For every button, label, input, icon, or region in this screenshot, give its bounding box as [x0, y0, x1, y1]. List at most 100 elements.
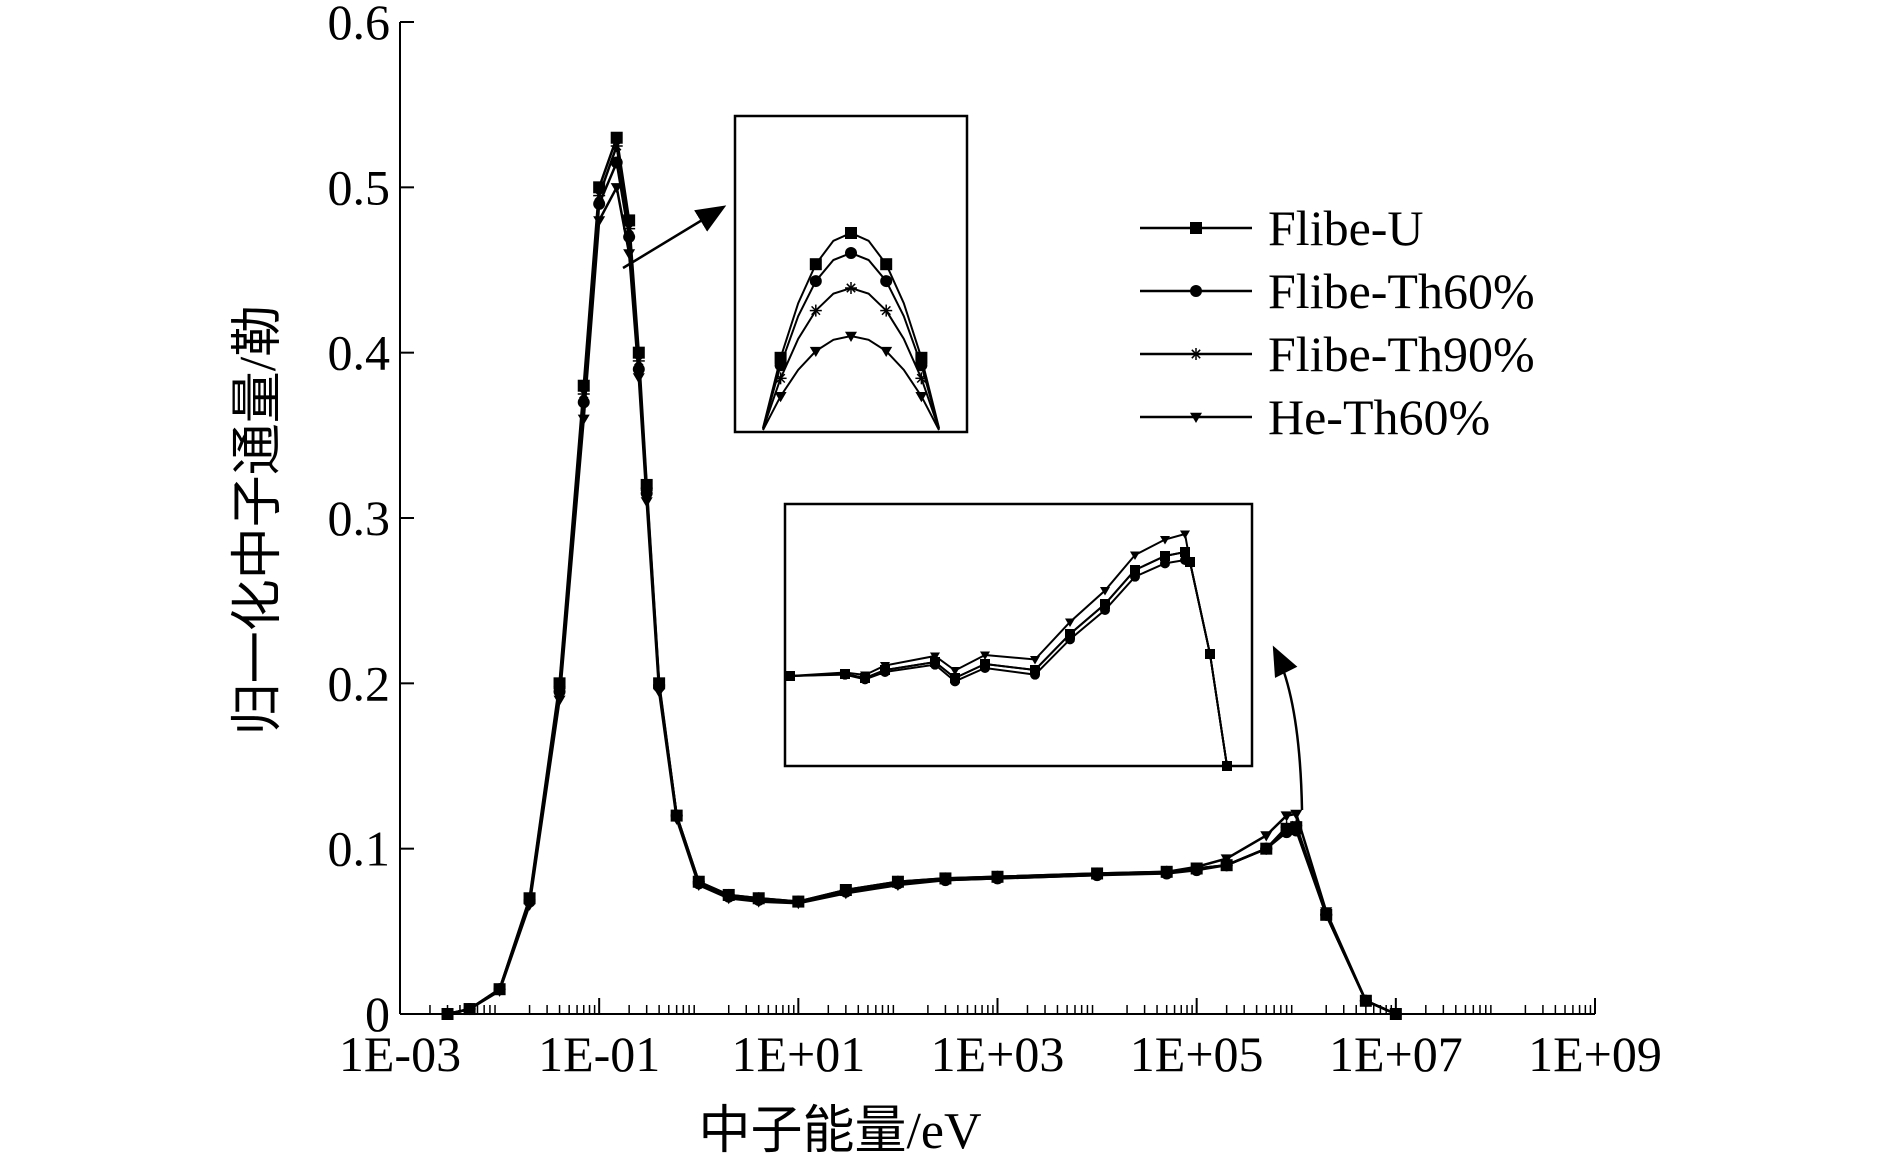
- point-marker: [980, 651, 990, 660]
- point-marker: [1260, 831, 1273, 842]
- legend-item: Flibe-Th90%: [1140, 326, 1535, 382]
- point-marker: [1091, 870, 1104, 882]
- y-tick-label: 0: [365, 986, 390, 1042]
- point-marker: [1100, 587, 1110, 596]
- point-marker: [577, 388, 590, 400]
- point-marker: [809, 275, 822, 288]
- point-marker: [593, 189, 606, 202]
- point-marker: [1222, 762, 1232, 771]
- point-marker: [1065, 618, 1075, 627]
- point-marker: [1065, 629, 1075, 639]
- inset-thermal-series: [762, 331, 940, 431]
- series-line: [789, 550, 1228, 767]
- point-marker: [845, 247, 857, 259]
- axis-ticks: 0 0.1 0.2 0.3 0.4 0.5 0.6 1E-03 1E-01 1E+01 1E+03 1…: [328, 0, 1662, 1082]
- point-marker: [785, 672, 795, 681]
- arrow-to-fast-inset: [1272, 645, 1304, 811]
- point-marker: [809, 304, 822, 317]
- y-tick-label: 0.3: [328, 490, 391, 546]
- legend-label: He-Th60%: [1268, 389, 1490, 445]
- point-marker: [774, 359, 787, 372]
- point-marker: [1290, 809, 1303, 820]
- point-marker: [915, 372, 928, 385]
- legend-item: He-Th60%: [1140, 389, 1490, 445]
- point-marker: [523, 900, 536, 911]
- x-tick-label: 1E-01: [538, 1026, 660, 1082]
- annotations: [622, 205, 1304, 811]
- point-marker: [493, 986, 506, 997]
- point-marker: [1100, 599, 1110, 609]
- point-marker: [1130, 551, 1140, 560]
- legend-label: Flibe-U: [1268, 200, 1424, 256]
- point-marker: [880, 275, 893, 288]
- y-tick-label: 0.1: [328, 821, 391, 877]
- point-marker: [792, 899, 805, 910]
- point-marker: [845, 331, 857, 342]
- point-marker: [950, 673, 960, 683]
- point-marker: [1180, 547, 1190, 557]
- point-marker: [915, 392, 928, 403]
- inset-box-fast: [783, 502, 1254, 768]
- point-marker: [1190, 412, 1202, 423]
- legend-label: Flibe-Th60%: [1268, 263, 1535, 319]
- point-marker: [950, 667, 960, 676]
- point-marker: [860, 671, 870, 680]
- point-marker: [1205, 650, 1215, 659]
- point-marker: [553, 695, 566, 706]
- y-tick-label: 0.4: [328, 325, 391, 381]
- x-tick-label: 1E+01: [731, 1026, 865, 1082]
- point-marker: [880, 304, 893, 317]
- point-marker: [1160, 551, 1170, 561]
- point-marker: [809, 258, 822, 271]
- point-marker: [1190, 348, 1202, 360]
- point-marker: [632, 373, 645, 384]
- point-marker: [653, 687, 666, 698]
- point-marker: [692, 880, 705, 892]
- point-marker: [1260, 842, 1273, 855]
- point-marker: [1190, 285, 1202, 297]
- point-marker: [441, 1009, 454, 1020]
- point-marker: [840, 669, 850, 678]
- point-marker: [1320, 907, 1333, 918]
- point-marker: [930, 657, 940, 667]
- inset-layer: [733, 114, 1254, 771]
- x-tick-label: 1E+09: [1528, 1026, 1662, 1082]
- inset-fast-series: [785, 530, 1232, 771]
- point-marker: [1130, 565, 1140, 575]
- point-marker: [774, 372, 787, 385]
- inset-thermal-series: [762, 247, 940, 429]
- point-marker: [610, 140, 623, 152]
- arrow-to-thermal-inset: [622, 205, 727, 270]
- point-marker: [1160, 867, 1173, 878]
- point-marker: [610, 131, 623, 144]
- inset-box-thermal: [733, 114, 969, 434]
- series-layer: [441, 131, 1402, 1020]
- point-marker: [839, 889, 852, 900]
- point-marker: [640, 497, 653, 508]
- point-marker: [891, 880, 904, 892]
- point-marker: [1389, 1009, 1402, 1020]
- point-marker: [610, 183, 623, 194]
- point-marker: [809, 346, 822, 358]
- x-tick-label: 1E+07: [1329, 1026, 1463, 1082]
- point-marker: [1160, 558, 1170, 569]
- point-marker: [980, 659, 990, 669]
- point-marker: [577, 414, 590, 425]
- point-marker: [880, 346, 893, 358]
- point-marker: [1030, 656, 1040, 665]
- series-he-th60-: [441, 183, 1402, 1020]
- point-marker: [1180, 530, 1190, 539]
- point-marker: [670, 814, 683, 825]
- point-marker: [880, 662, 890, 671]
- legend-label: Flibe-Th90%: [1268, 326, 1535, 382]
- y-axis-title: 归一化中子通量/勒: [230, 305, 287, 735]
- point-marker: [463, 1004, 476, 1016]
- x-tick-label: 1E-03: [339, 1026, 461, 1082]
- point-marker: [1185, 558, 1195, 567]
- point-marker: [774, 392, 787, 403]
- point-marker: [722, 894, 735, 905]
- point-marker: [1280, 811, 1293, 822]
- y-tick-label: 0.6: [328, 0, 391, 50]
- x-axis-title: 中子能量/eV: [698, 1103, 981, 1158]
- point-marker: [1359, 996, 1372, 1007]
